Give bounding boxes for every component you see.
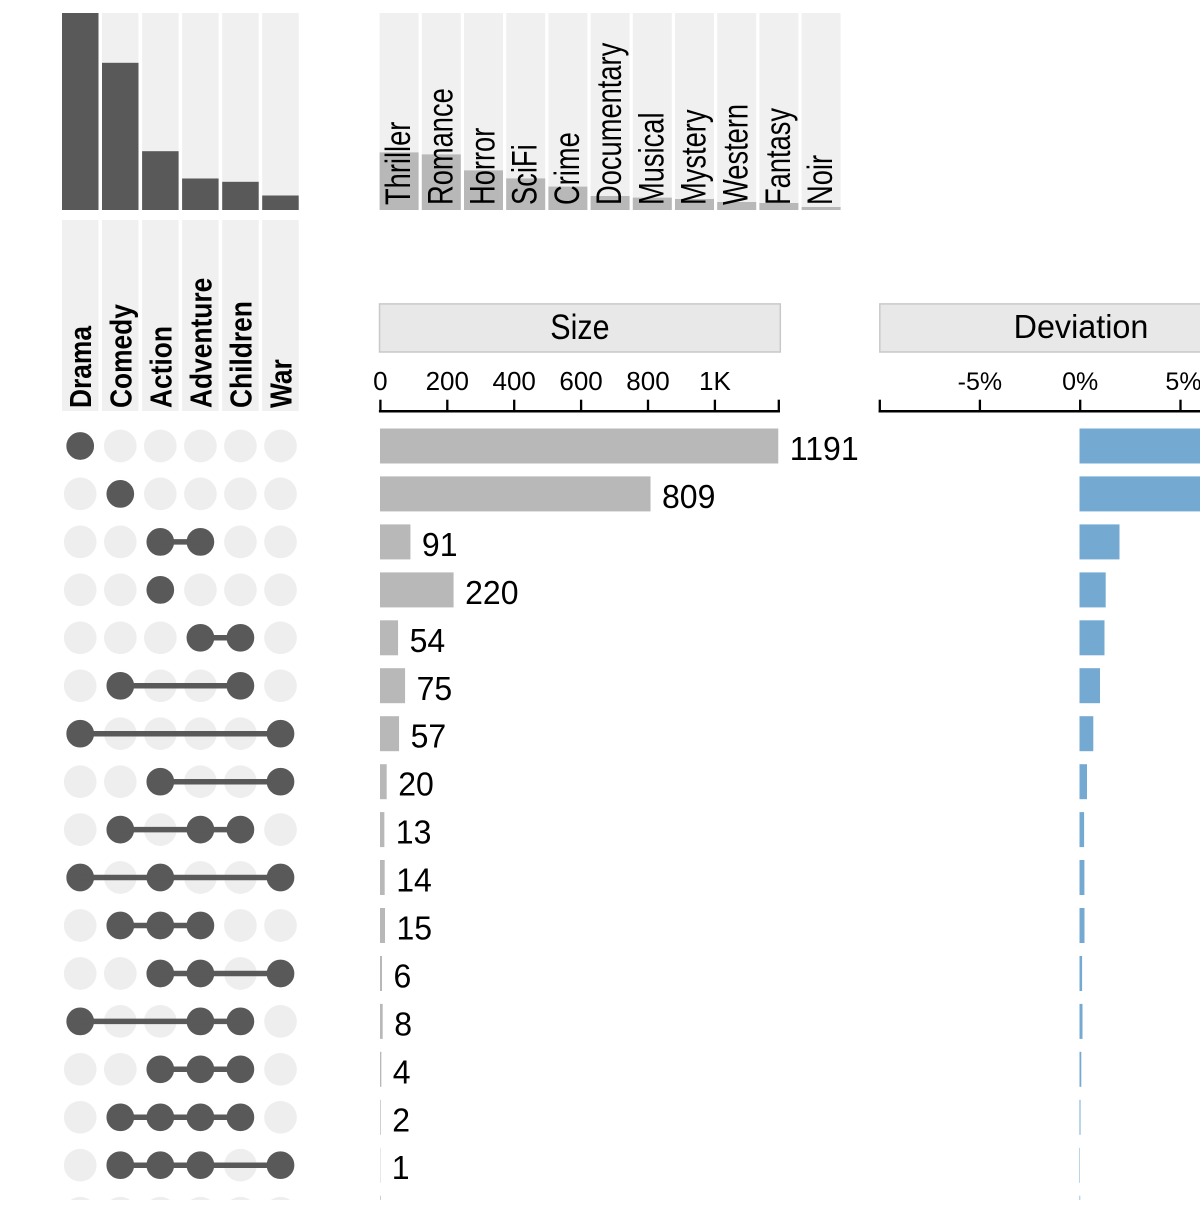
svg-text:220: 220	[465, 574, 518, 611]
svg-text:4: 4	[393, 1054, 411, 1091]
svg-text:1191: 1191	[790, 431, 859, 468]
svg-text:15: 15	[397, 910, 433, 947]
svg-text:Thriller: Thriller	[379, 122, 418, 205]
svg-text:54: 54	[410, 622, 446, 659]
svg-text:400: 400	[493, 366, 536, 396]
svg-text:6: 6	[394, 958, 412, 995]
svg-text:Action: Action	[144, 326, 178, 408]
svg-text:600: 600	[559, 366, 602, 396]
svg-text:0%: 0%	[1062, 368, 1098, 396]
svg-text:Mystery: Mystery	[674, 109, 713, 205]
svg-text:SciFi: SciFi	[505, 144, 544, 205]
svg-text:809: 809	[662, 478, 715, 515]
svg-text:Adventure: Adventure	[184, 278, 218, 408]
svg-text:Fantasy: Fantasy	[759, 108, 798, 205]
svg-text:800: 800	[626, 366, 669, 396]
svg-text:Drama: Drama	[64, 325, 98, 408]
svg-text:Western: Western	[716, 104, 755, 205]
svg-text:14: 14	[396, 862, 432, 899]
svg-text:5%: 5%	[1165, 368, 1200, 396]
svg-text:-5%: -5%	[958, 368, 1002, 396]
svg-text:13: 13	[396, 814, 432, 851]
svg-text:1: 1	[392, 1150, 410, 1187]
svg-text:20: 20	[398, 766, 434, 803]
svg-text:Comedy: Comedy	[104, 304, 138, 408]
svg-text:Horror: Horror	[463, 128, 502, 205]
svg-text:War: War	[265, 359, 299, 408]
svg-text:Musical: Musical	[632, 112, 671, 205]
svg-text:Crime: Crime	[548, 132, 587, 205]
svg-text:Noir: Noir	[801, 155, 840, 205]
svg-text:0: 0	[373, 366, 387, 396]
svg-text:Documentary: Documentary	[590, 42, 629, 205]
svg-text:Children: Children	[224, 301, 258, 408]
svg-text:1K: 1K	[699, 366, 731, 396]
svg-text:91: 91	[422, 526, 458, 563]
svg-text:75: 75	[417, 670, 453, 707]
svg-text:Size: Size	[550, 307, 609, 346]
svg-text:57: 57	[411, 718, 447, 755]
svg-text:Romance: Romance	[421, 88, 460, 205]
svg-text:8: 8	[394, 1006, 412, 1043]
svg-text:2: 2	[392, 1102, 410, 1139]
svg-text:Deviation: Deviation	[1014, 308, 1149, 345]
svg-text:200: 200	[426, 366, 469, 396]
